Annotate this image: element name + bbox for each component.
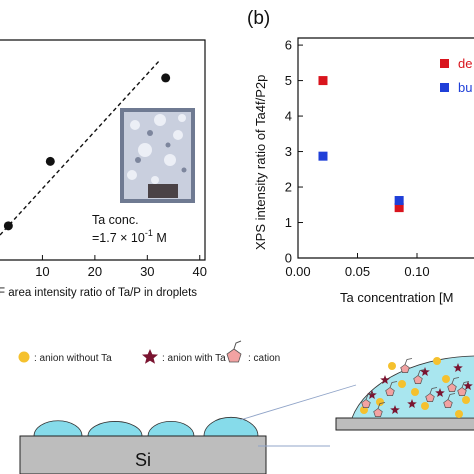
panel-b-axes [297,37,474,259]
panel-b-x-tick-label: 0.00 [285,264,310,279]
panel-b-y-tick-label: 3 [285,144,292,159]
yellow-circle-icon [462,396,470,404]
panel-b-x-ticks: 0.00 0.05 0.10 [285,253,430,279]
substrate-with-droplets: Si [19,416,267,474]
ionic-liquid-species [360,357,473,418]
panel-a-points [3,73,171,231]
yellow-circle-icon [455,410,463,418]
panel-b-ylabel: XPS intensity ratio of Ta4f/P2p [253,75,268,250]
panel-b-y-tick-label: 5 [285,73,292,88]
panel-b-point-bu-0 [318,151,328,161]
panel-b-point-de-0 [318,76,328,86]
pentagon-icon [226,340,242,363]
panel-b-xlabel: Ta concentration [M [340,290,453,305]
panel-a-xlabel: F area intensity ratio of Ta/P in drople… [0,287,197,299]
yellow-circle-icon [376,398,384,406]
legend-anion-with-ta: : anion with Ta [162,353,226,364]
panel-a-point-2 [161,73,171,83]
panel-b-legend: de bu [440,56,472,95]
pentagon-icon [457,387,467,396]
star-icon [390,405,400,414]
panel-b-x-tick-label: 0.05 [345,264,370,279]
panel-a-x-tick-label: 40 [193,264,207,279]
yellow-circle-icon [421,402,429,410]
panel-a-point-0 [3,221,13,231]
star-icon [367,390,377,399]
cation-tail [461,381,470,388]
pentagon-icon [373,408,383,417]
cation-tail [404,358,413,365]
pentagon-icon [361,399,371,408]
panel-a-x-ticks: 10 20 30 40 [35,255,207,279]
star-icon [463,381,473,390]
substrate-label: Si [135,450,151,470]
star-icon [407,399,417,408]
pentagon-icon [447,383,457,392]
pentagon-icon [413,375,423,384]
cation-tail [429,387,438,394]
highlighted-droplet [203,416,259,437]
panel-b-points [318,76,404,213]
yellow-circle-icon [388,362,396,370]
yellow-circle-icon [360,406,368,414]
panel-a-fit-line [0,59,161,236]
enlarged-substrate [335,417,474,431]
legend-marker-de [440,59,449,68]
cation-tail [447,393,456,400]
zoom-line-top [239,384,357,421]
cation-tail [417,369,426,376]
star-icon [435,388,445,397]
legend-cation: : cation [248,353,280,364]
panel-b-y-tick-label: 2 [285,180,292,195]
panel-b-point-bu-1 [394,196,404,206]
schematic-legend: : anion without Ta : anion with Ta : cat… [18,340,280,364]
legend-label-de: de [458,56,472,71]
droplet-photo [120,108,195,203]
pentagon-icon [400,364,410,373]
schematic: : anion without Ta : anion with Ta : cat… [18,340,474,474]
star-icon [420,367,430,376]
cation-tail [389,381,398,388]
panel-a-x-tick-label: 10 [35,264,49,279]
panel-b-x-tick-label: 0.10 [404,264,429,279]
legend-anion-without-ta: : anion without Ta [34,353,112,364]
panel-b-y-tick-label: 0 [285,251,292,266]
pentagon-icon [443,399,453,408]
panel-b-label: (b) [247,8,270,29]
star-icon [453,363,463,372]
panel-b-y-tick-label: 6 [285,38,292,53]
yellow-circle-icon [433,357,441,365]
legend-label-bu: bu [458,80,472,95]
cation-tail [365,393,374,400]
enlarged-droplet [335,355,474,431]
panel-b: (b) 0 1 2 3 4 5 6 0.00 0.05 0.10 XPS intensity r… [247,8,474,305]
pentagon-icon [425,393,435,402]
panel-b-y-tick-label: 1 [285,215,292,230]
panel-b-point-de-1 [394,203,404,213]
cation-tail [377,402,386,409]
yellow-circle-icon [18,351,30,363]
pentagon-icon [385,387,395,396]
cation-tail [451,377,460,384]
panel-a-point-1 [45,156,55,166]
yellow-circle-icon [442,375,450,383]
yellow-circle-icon [411,388,419,396]
annotation-ta-conc: Ta conc. [92,213,139,227]
panel-b-y-tick-label: 4 [285,109,292,124]
panel-a-x-tick-label: 30 [140,264,154,279]
panel-a: 10 20 30 40 F area intensity ratio of Ta/P … [0,39,207,299]
star-icon [142,349,158,364]
panel-b-y-ticks: 0 1 2 3 4 5 6 [285,38,303,266]
annotation-ta-value: =1.7 × 10-1 M [92,228,167,245]
panel-a-axes [0,39,206,261]
si-substrate [19,435,267,474]
star-icon [380,375,390,384]
panel-a-x-tick-label: 20 [88,264,102,279]
yellow-circle-icon [398,380,406,388]
legend-marker-bu [440,83,449,92]
